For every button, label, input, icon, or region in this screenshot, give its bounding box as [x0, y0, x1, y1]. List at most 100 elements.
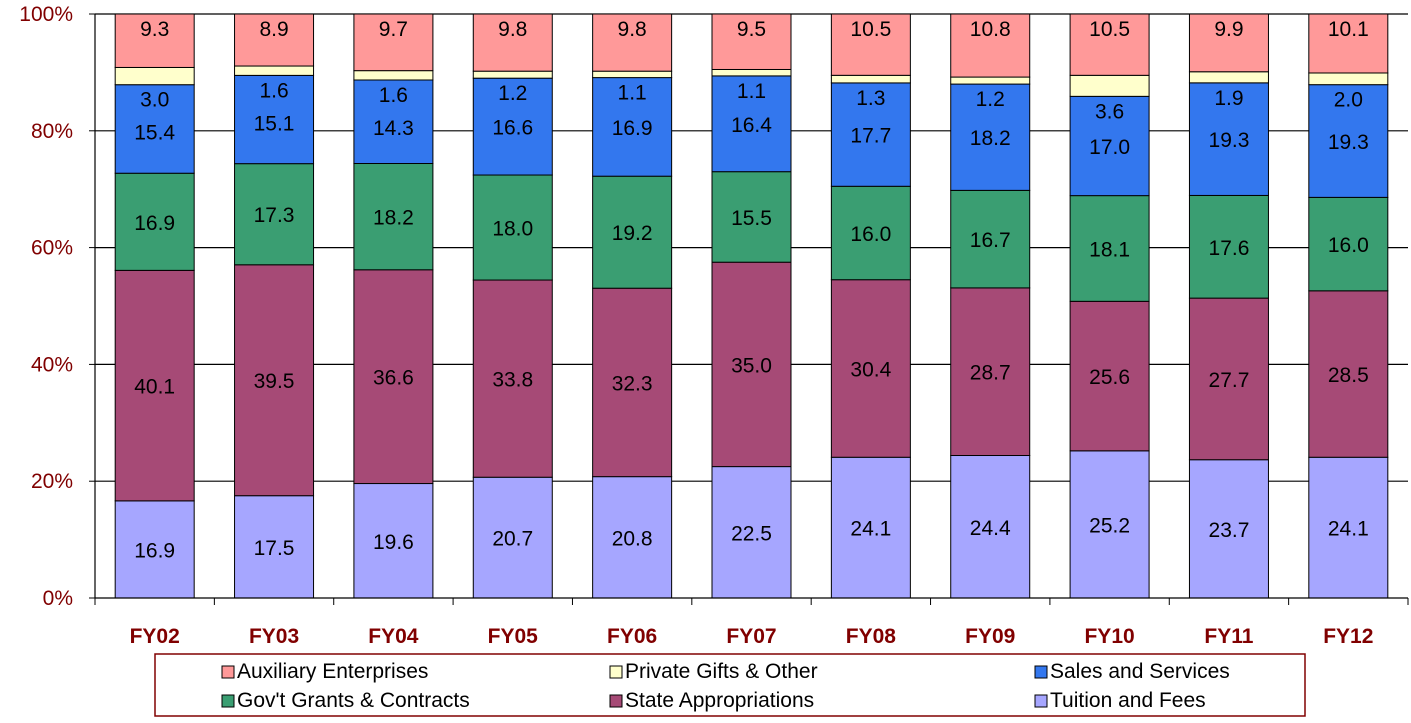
bar-segment — [1069, 95, 1150, 197]
bar-segment — [234, 65, 315, 76]
data-label: 17.5 — [254, 537, 295, 560]
bar-segment — [711, 75, 792, 173]
data-label: 1.3 — [856, 87, 885, 110]
data-label: 20.7 — [492, 528, 533, 551]
data-label: 9.3 — [140, 18, 169, 41]
bar-segment — [950, 13, 1031, 78]
bar-segment — [1069, 450, 1150, 599]
bar-segment — [711, 13, 792, 70]
data-label: 17.0 — [1089, 136, 1130, 159]
bar-segment — [472, 70, 553, 79]
data-label: 19.3 — [1328, 131, 1369, 154]
bar-segment — [353, 269, 434, 485]
bar-segment — [830, 74, 911, 84]
data-label: 9.7 — [379, 18, 408, 41]
bar-segment — [1188, 194, 1269, 299]
bar-segment — [234, 13, 315, 67]
data-label: 1.6 — [259, 79, 288, 102]
bar-segment — [353, 79, 434, 165]
x-tick-label: FY05 — [488, 625, 539, 648]
data-labels: 16.9 40.1 16.9 15.4 3.0 9.3 17.5 39.5 17.3 15.1 1.… — [134, 18, 1369, 562]
data-label: 3.0 — [140, 89, 169, 112]
y-tick-label: 100% — [19, 3, 73, 26]
data-label: 8.9 — [259, 18, 288, 41]
bar-segment — [592, 287, 673, 478]
bar-segment — [1188, 13, 1269, 73]
data-label: 16.9 — [612, 117, 653, 140]
data-label: 10.5 — [850, 18, 891, 41]
data-label: 16.7 — [970, 229, 1011, 252]
bar-segment — [830, 185, 911, 281]
bar-segment — [353, 13, 434, 72]
legend: Auxiliary Enterprises Private Gifts & Oth… — [154, 653, 1306, 717]
data-label: 39.5 — [254, 370, 295, 393]
x-tick-label: FY06 — [607, 625, 657, 648]
legend-label: State Appropriations — [625, 689, 814, 712]
bar-segment — [1069, 13, 1150, 76]
legend-label: Auxiliary Enterprises — [237, 660, 428, 683]
data-label: 1.1 — [618, 82, 647, 105]
bar-segment — [1069, 300, 1150, 452]
data-label: 28.5 — [1328, 364, 1369, 387]
bar-segment — [1308, 290, 1389, 458]
bar-segment — [592, 13, 673, 72]
bar-segment — [1308, 13, 1389, 74]
bar-segment — [1188, 71, 1269, 84]
bar-segment — [711, 171, 792, 263]
data-label: 1.6 — [379, 84, 408, 107]
data-label: 15.4 — [134, 122, 175, 145]
bar-segment — [472, 476, 553, 599]
bar-segment — [711, 68, 792, 77]
data-label: 16.9 — [134, 539, 175, 562]
bar-segment — [353, 70, 434, 81]
data-label: 2.0 — [1334, 89, 1363, 112]
bars — [114, 13, 1389, 599]
axes: 0% 20% 40% 60% 80% 100% FY02 FY03 FY04 FY05 FY06 FY… — [19, 3, 1409, 648]
bar-segment — [1308, 456, 1389, 599]
bar-segment — [353, 163, 434, 271]
data-label: 24.1 — [850, 518, 891, 541]
bar-segment — [1308, 72, 1389, 86]
legend-swatch — [1034, 694, 1048, 708]
bar-segment — [711, 261, 792, 468]
x-tick-label: FY10 — [1084, 625, 1134, 648]
bar-segment — [950, 455, 1031, 599]
bar-segment — [830, 13, 911, 76]
bar-segment — [830, 279, 911, 458]
data-label: 28.7 — [970, 362, 1011, 385]
bar-segment — [114, 500, 195, 599]
data-label: 9.5 — [737, 18, 766, 41]
data-label: 1.2 — [498, 82, 527, 105]
y-tick-label: 0% — [43, 587, 73, 610]
bar-segment — [592, 70, 673, 79]
data-label: 40.1 — [134, 376, 175, 399]
data-label: 24.1 — [1328, 518, 1369, 541]
data-label: 10.8 — [970, 18, 1011, 41]
data-label: 19.3 — [1209, 129, 1250, 152]
data-label: 22.5 — [731, 522, 772, 545]
data-label: 16.6 — [492, 117, 533, 140]
data-label: 10.5 — [1089, 18, 1130, 41]
bar-segment — [472, 77, 553, 176]
data-label: 25.6 — [1089, 366, 1130, 389]
bar-segment — [353, 483, 434, 599]
bar-segment — [1308, 196, 1389, 292]
bar-segment — [1188, 459, 1269, 599]
data-label: 16.4 — [731, 114, 772, 137]
data-label: 23.7 — [1209, 519, 1250, 542]
legend-swatch — [609, 665, 623, 679]
bar-segment — [830, 456, 911, 599]
bar-segment — [1069, 195, 1150, 302]
data-label: 20.8 — [612, 527, 653, 550]
data-label: 25.2 — [1089, 514, 1130, 537]
bar-segment — [234, 163, 315, 266]
bar-segment — [114, 13, 195, 68]
data-label: 27.7 — [1209, 369, 1250, 392]
bar-segment — [1188, 82, 1269, 196]
legend-box — [154, 653, 1306, 717]
legend-swatch — [609, 694, 623, 708]
data-label: 1.1 — [737, 80, 766, 103]
x-tick-label: FY04 — [368, 625, 419, 648]
